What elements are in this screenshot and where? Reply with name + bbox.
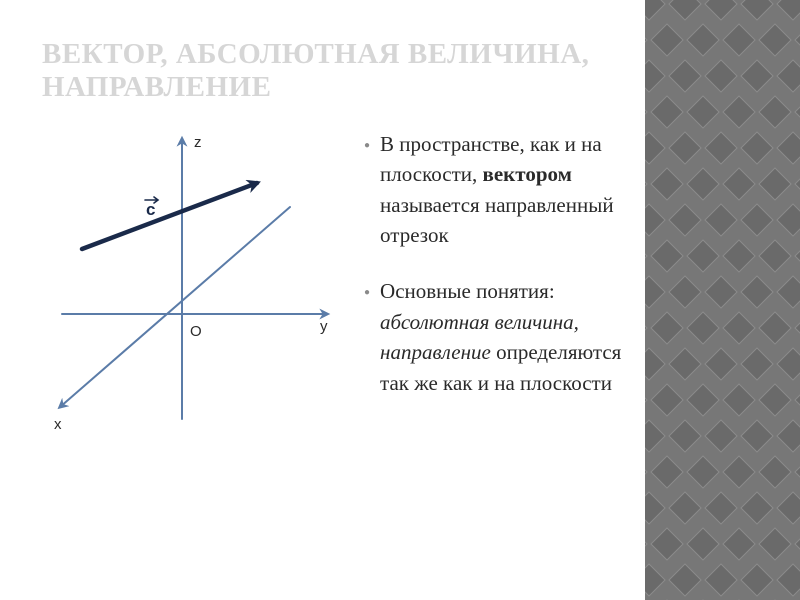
svg-text:x: x	[54, 416, 62, 433]
slide-title: ВЕКТОР, АБСОЛЮТНАЯ ВЕЛИЧИНА, НАПРАВЛЕНИЕ	[42, 38, 627, 105]
x-axis: x	[54, 207, 290, 433]
svg-text:y: y	[320, 318, 328, 335]
z-axis: z	[182, 134, 202, 419]
origin-label: O	[190, 323, 202, 340]
bullet-marker: ●	[364, 276, 370, 398]
bullet-list: ●В пространстве, как и на плоскости, век…	[364, 129, 627, 464]
bullet-item: ●В пространстве, как и на плоскости, век…	[364, 129, 627, 251]
bullet-text: Основные понятия: абсолютная величина, н…	[380, 276, 627, 398]
bullet-marker: ●	[364, 129, 370, 251]
vector-c: c	[82, 183, 257, 249]
svg-text:z: z	[194, 134, 202, 151]
bullet-text: В пространстве, как и на плоскости, вект…	[380, 129, 627, 251]
decorative-sidebar	[645, 0, 800, 600]
bullet-item: ●Основные понятия: абсолютная величина, …	[364, 276, 627, 398]
vector-diagram: z y x Oc	[42, 129, 352, 464]
